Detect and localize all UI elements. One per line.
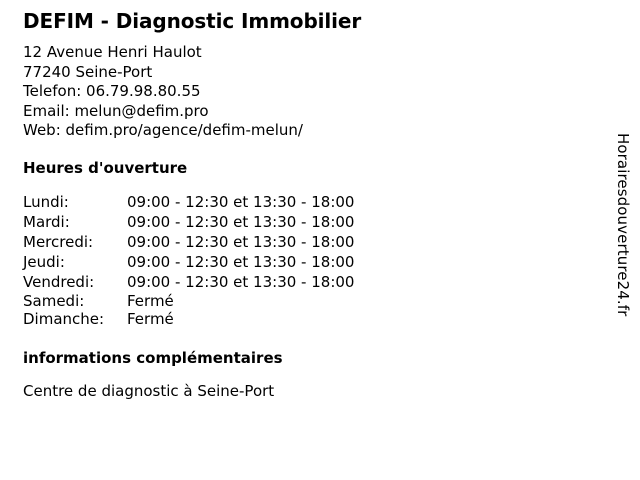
address-block: 12 Avenue Henri Haulot 77240 Seine-Port … [23,43,583,141]
additional-info-heading: informations complémentaires [23,348,283,367]
hours-day-label: Lundi: [23,192,69,211]
address-street: 12 Avenue Henri Haulot [23,43,202,61]
opening-hours-table: Lundi: 09:00 - 12:30 et 13:30 - 18:00 Ma… [23,192,354,329]
main-content: DEFIM - Diagnostic Immobilier 12 Avenue … [23,0,583,401]
watermark-vertical-text: Horairesdouverture24.fr [614,133,632,317]
table-row: Samedi: Fermé [23,292,354,311]
table-row: Jeudi: 09:00 - 12:30 et 13:30 - 18:00 [23,252,354,272]
hours-time-value: Fermé [127,291,174,310]
hours-day-label: Samedi: [23,291,85,310]
table-row: Lundi: 09:00 - 12:30 et 13:30 - 18:00 [23,192,354,212]
hours-time-value: 09:00 - 12:30 et 13:30 - 18:00 [127,252,355,271]
hours-time-value: 09:00 - 12:30 et 13:30 - 18:00 [127,272,355,291]
phone-line: Telefon: 06.79.98.80.55 [23,82,201,100]
opening-hours-heading: Heures d'ouverture [23,158,188,177]
hours-time-value: Fermé [127,310,174,328]
table-row: Vendredi: 09:00 - 12:30 et 13:30 - 18:00 [23,272,354,292]
hours-time-value: 09:00 - 12:30 et 13:30 - 18:00 [127,232,355,251]
address-postal-city: 77240 Seine-Port [23,62,153,81]
website-line: Web: defim.pro/agence/defim-melun/ [23,121,303,139]
page-title: DEFIM - Diagnostic Immobilier [23,9,362,33]
table-row: Mercredi: 09:00 - 12:30 et 13:30 - 18:00 [23,232,354,252]
hours-day-label: Mercredi: [23,232,94,251]
table-row: Mardi: 09:00 - 12:30 et 13:30 - 18:00 [23,212,354,232]
email-line: Email: melun@defim.pro [23,101,209,120]
hours-day-label: Vendredi: [23,272,95,291]
hours-time-value: 09:00 - 12:30 et 13:30 - 18:00 [127,212,355,231]
hours-day-label: Jeudi: [23,252,65,271]
hours-time-value: 09:00 - 12:30 et 13:30 - 18:00 [127,192,355,211]
table-row: Dimanche: Fermé [23,310,354,329]
hours-day-label: Mardi: [23,212,70,231]
additional-info-text: Centre de diagnostic à Seine-Port [23,381,275,400]
hours-day-label: Dimanche: [23,310,105,328]
